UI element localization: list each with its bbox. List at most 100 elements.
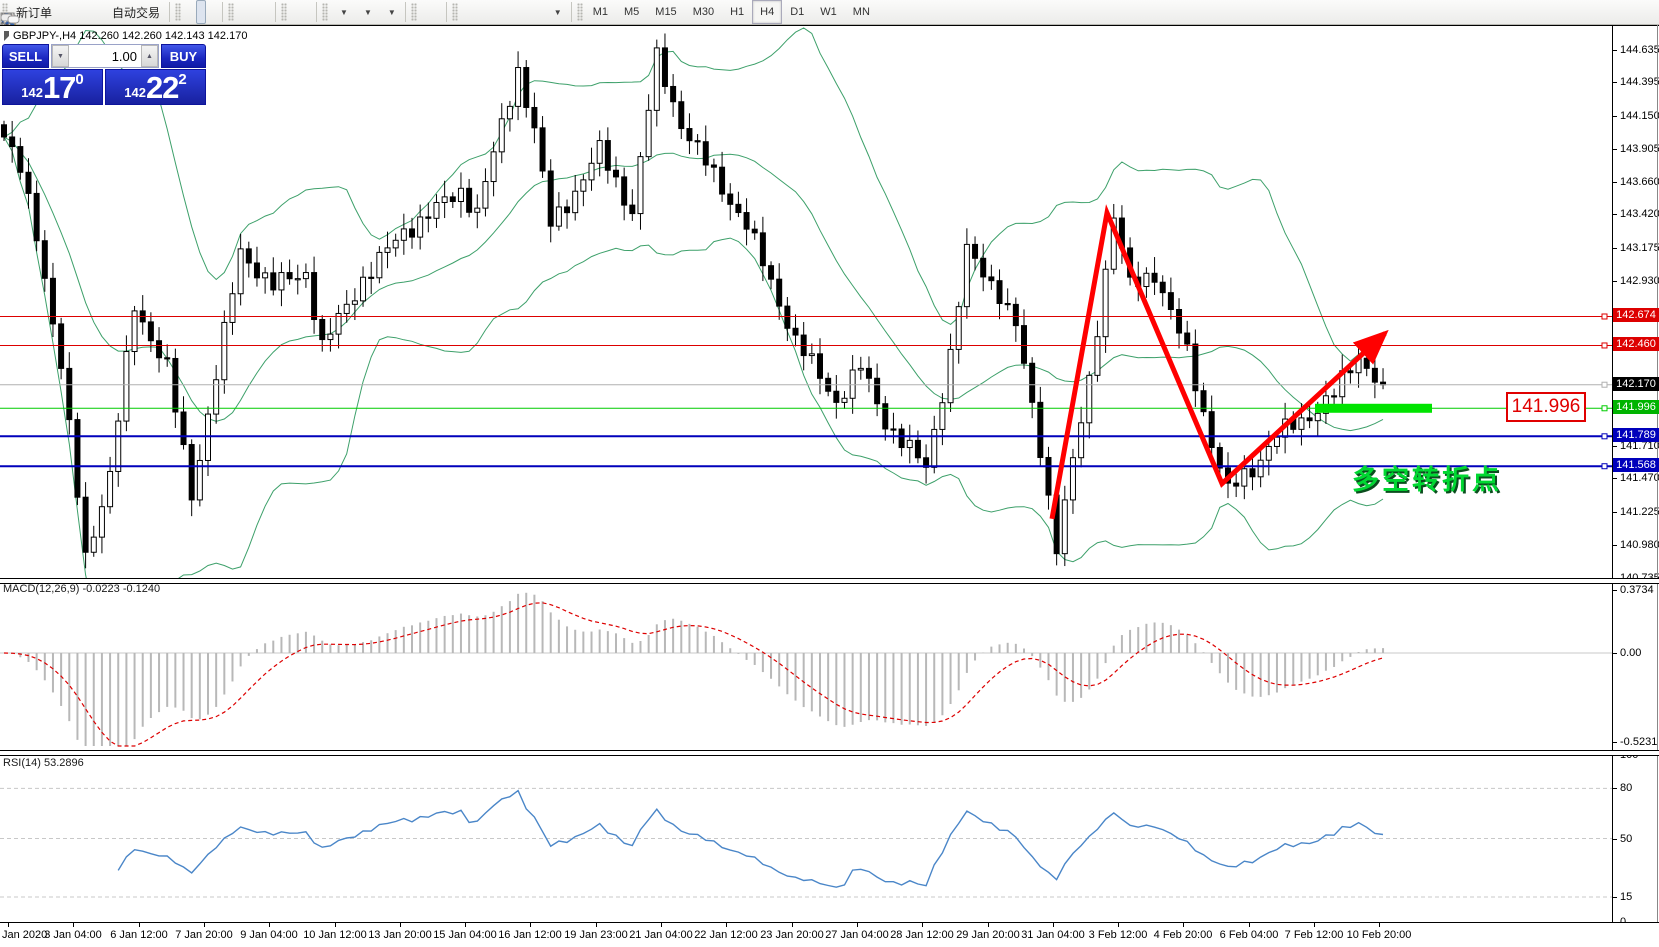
macd-tick-label: 0.00 xyxy=(1620,647,1642,659)
axis-tick xyxy=(1612,590,1617,591)
date-label: 3 Feb 12:00 xyxy=(1088,929,1148,941)
channel-button[interactable]: E xyxy=(0,0,507,26)
date-label: 28 Jan 12:00 xyxy=(890,929,954,941)
date-label: 7 Feb 12:00 xyxy=(1284,929,1344,941)
price-tick-label: 143.660 xyxy=(1620,176,1659,188)
sell-price-display[interactable]: 142 17 0 xyxy=(2,69,103,105)
axis-tick xyxy=(1612,182,1617,183)
date-label: 3 Jan 04:00 xyxy=(44,929,102,941)
panel-splitter[interactable] xyxy=(0,750,1659,756)
buy-price-display[interactable]: 142 22 2 xyxy=(105,69,206,105)
autotrade-button[interactable]: 自动交易 xyxy=(107,0,165,24)
timeframe-button-mn[interactable]: MN xyxy=(852,6,870,18)
price-badge: 142.170 xyxy=(1613,377,1659,391)
timeframe-button-h1[interactable]: H1 xyxy=(730,6,745,18)
date-tick xyxy=(922,923,923,927)
price-tick-label: 143.905 xyxy=(1620,143,1659,155)
volume-decrease-button[interactable]: ▼ xyxy=(52,45,69,67)
candlestick-chart[interactable] xyxy=(0,27,1659,579)
sell-button[interactable]: SELL xyxy=(2,44,49,68)
price-callout-label: 141.996 xyxy=(1506,392,1586,422)
timeframe-button-m30[interactable]: M30 xyxy=(692,6,715,18)
date-label: 7 Jan 20:00 xyxy=(175,929,233,941)
dropdown-caret-icon[interactable]: ▼ xyxy=(340,7,348,17)
time-axis[interactable]: Jan 2020 3 Jan 04:00 6 Jan 12:00 7 Jan 20:0… xyxy=(0,922,1659,947)
axis-tick xyxy=(1612,248,1617,249)
candlestick-button[interactable] xyxy=(1,0,207,25)
market-watch-button[interactable] xyxy=(0,0,81,26)
dropdown-caret-icon[interactable]: ▼ xyxy=(553,7,562,17)
main-chart-panel[interactable]: GBPJPY-,H4 142.260 142.260 142.143 142.1… xyxy=(0,25,1659,579)
buy-price-pips: 22 xyxy=(145,70,179,105)
signals-button[interactable] xyxy=(0,0,93,24)
fibonacci-button[interactable]: F xyxy=(1,0,519,26)
crosshair-button[interactable] xyxy=(1,0,442,25)
dropdown-caret-icon[interactable]: ▼ xyxy=(387,7,396,17)
date-label: 10 Jan 12:00 xyxy=(303,929,367,941)
toolbar-group-grip[interactable] xyxy=(281,3,288,21)
price-tick-label: 141.710 xyxy=(1620,440,1659,452)
timeframe-button-m15[interactable]: M15 xyxy=(655,6,677,18)
cursor-button[interactable] xyxy=(2,0,430,26)
volume-input[interactable] xyxy=(69,45,141,67)
toolbar-group-grip[interactable] xyxy=(228,3,235,21)
zoom-out-button[interactable] xyxy=(1,0,259,26)
volume-increase-button[interactable]: ▲ xyxy=(141,45,158,67)
chart-window-button[interactable] xyxy=(0,0,69,26)
date-tick xyxy=(139,923,140,927)
trendline-button[interactable] xyxy=(1,0,495,25)
date-tick xyxy=(530,923,531,927)
line-chart-button[interactable] xyxy=(0,0,218,24)
rsi-indicator-chart[interactable] xyxy=(0,754,1659,922)
text-button[interactable]: A xyxy=(1,0,531,26)
timeframe-button-d1[interactable]: D1 xyxy=(790,6,805,18)
toolbar-button-label: 自动交易 xyxy=(112,5,161,20)
toolbar-group-grip[interactable] xyxy=(451,3,458,21)
date-label: 16 Jan 12:00 xyxy=(498,929,562,941)
periods-button[interactable]: ▼ xyxy=(0,0,377,27)
toolbar-group-grip[interactable] xyxy=(410,3,417,21)
dropdown-caret-icon[interactable]: ▼ xyxy=(363,7,372,17)
toolbar-group-grip[interactable] xyxy=(322,3,329,21)
timeframe-button-m5[interactable]: M5 xyxy=(624,6,640,18)
date-label: 31 Jan 04:00 xyxy=(1021,929,1085,941)
toolbar-separator xyxy=(222,2,224,22)
tile-windows-button[interactable] xyxy=(1,0,271,25)
axis-tick xyxy=(1612,839,1617,840)
price-tick-label: 143.175 xyxy=(1620,242,1659,254)
date-label: 6 Feb 04:00 xyxy=(1219,929,1279,941)
price-tick-label: 141.470 xyxy=(1620,472,1659,484)
toolbar-group-grip[interactable] xyxy=(2,3,8,21)
macd-indicator-chart[interactable] xyxy=(0,580,1659,750)
vertical-line-button[interactable] xyxy=(4,0,471,25)
axis-tick xyxy=(1612,281,1617,282)
panel-splitter[interactable] xyxy=(0,578,1659,584)
zoom-in-button[interactable] xyxy=(1,0,247,26)
shapes-button[interactable]: ▼ xyxy=(1,0,567,25)
toolbar-group-grip[interactable] xyxy=(576,3,583,21)
date-tick xyxy=(8,923,9,927)
window-right-border xyxy=(1657,25,1658,947)
timeframe-button-h4[interactable]: H4 xyxy=(752,0,783,24)
bar-chart-button[interactable] xyxy=(1,0,194,24)
date-label: 4 Feb 20:00 xyxy=(1153,929,1213,941)
timeframe-button-w1[interactable]: W1 xyxy=(820,6,837,18)
new-order-button[interactable]: 新订单 xyxy=(11,0,57,24)
toolbar-separator xyxy=(404,2,406,22)
date-tick xyxy=(400,923,401,927)
auto-scroll-button[interactable] xyxy=(1,0,300,25)
date-tick xyxy=(1379,923,1380,927)
date-tick xyxy=(792,923,793,927)
chart-shift-button[interactable] xyxy=(2,0,312,25)
text-label-button[interactable]: T xyxy=(0,0,543,26)
date-tick xyxy=(988,923,989,927)
indicators-button[interactable]: ▼ xyxy=(0,0,353,25)
templates-button[interactable]: ▼ xyxy=(0,0,401,26)
horizontal-line-button[interactable] xyxy=(1,0,483,24)
collapse-panel-icon[interactable] xyxy=(4,31,9,41)
toolbar-group-grip[interactable] xyxy=(175,3,182,21)
timeframe-button-m1[interactable]: M1 xyxy=(592,6,608,18)
history-center-button[interactable] xyxy=(0,0,105,26)
buy-button[interactable]: BUY xyxy=(161,44,206,68)
